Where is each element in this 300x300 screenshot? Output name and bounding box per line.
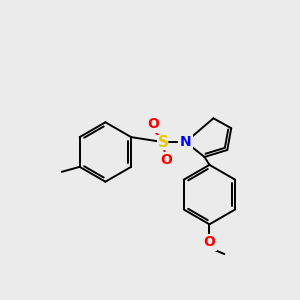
Text: O: O bbox=[160, 153, 172, 167]
Text: O: O bbox=[203, 235, 215, 249]
Text: O: O bbox=[147, 117, 159, 131]
Text: S: S bbox=[158, 135, 168, 150]
Text: N: N bbox=[180, 135, 191, 149]
